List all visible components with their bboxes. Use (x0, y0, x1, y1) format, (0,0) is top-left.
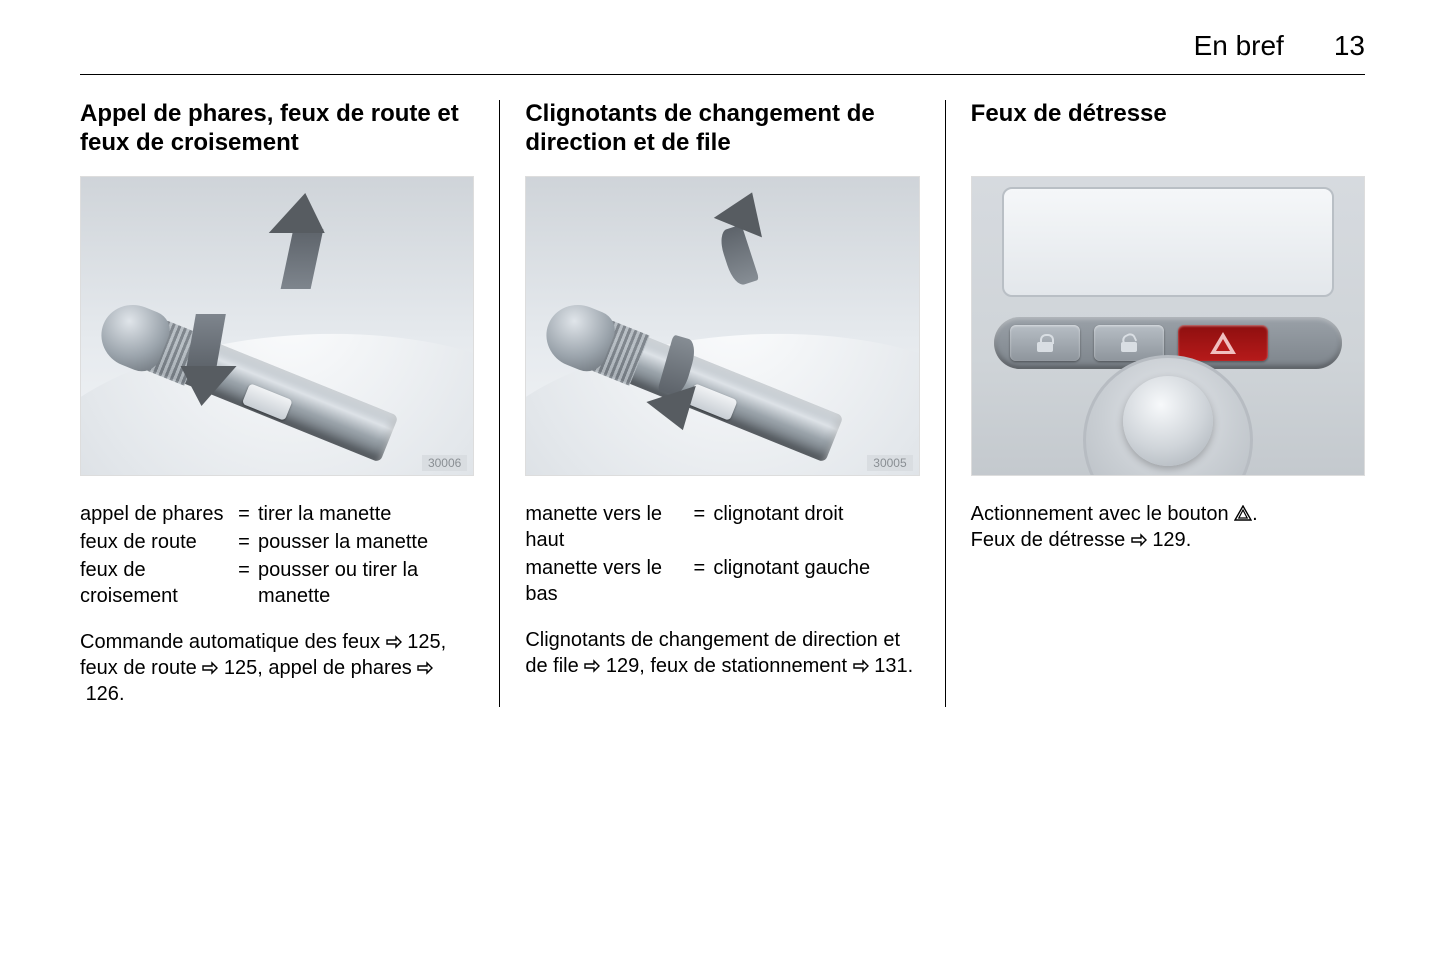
header-section: En bref (1194, 30, 1284, 62)
def-val: pousser ou tirer la manette (258, 557, 474, 609)
text: Commande automatique des feux (80, 631, 386, 653)
def-term: appel de phares (80, 501, 230, 527)
text: . (908, 655, 914, 677)
lock-open-icon (1121, 334, 1137, 352)
page-header: En bref 13 (80, 30, 1365, 75)
page-ref: 125 (224, 657, 257, 679)
page-ref: 131 (874, 655, 907, 677)
col2-crossrefs: Clignotants de changement de direc­tion … (525, 627, 919, 679)
text: , feux de station­nement (639, 655, 852, 677)
page-ref-icon (417, 661, 433, 675)
page-ref: 129 (1152, 529, 1185, 551)
def-row: manette vers le bas = clignotant gauche (525, 555, 919, 607)
page-ref-icon (202, 661, 218, 675)
figure-hazard-panel (971, 176, 1365, 476)
page-ref: 129 (606, 655, 639, 677)
hazard-triangle-icon (1234, 505, 1252, 521)
rotary-knob (1123, 376, 1213, 466)
def-val: tirer la manette (258, 501, 474, 527)
hazard-lights-button (1178, 325, 1268, 361)
hazard-panel-bg (972, 177, 1364, 475)
def-term: manette vers le haut (525, 501, 685, 553)
rotary-knob-well (1083, 355, 1253, 476)
page-ref-icon (584, 659, 600, 673)
def-eq: = (685, 501, 713, 553)
text: Actionnement avec le bouton (971, 503, 1235, 525)
figure-id: 30006 (422, 455, 467, 471)
page-ref-icon (1131, 533, 1147, 547)
column-headlights: Appel de phares, feux de route et feux d… (80, 100, 499, 707)
page-ref-icon (386, 635, 402, 649)
text: , appel de phares (257, 657, 417, 679)
col1-title: Appel de phares, feux de route et feux d… (80, 100, 474, 158)
col2-definitions: manette vers le haut = clignotant droit … (525, 501, 919, 607)
figure-headlight-stalk: 30006 (80, 176, 474, 476)
text: Feux de détresse (971, 529, 1131, 551)
def-term: feux de route (80, 529, 230, 555)
column-hazard-lights: Feux de détresse Actionnement a (945, 100, 1365, 707)
text: . (1252, 503, 1258, 525)
col3-text-line1: Actionnement avec le bouton . (971, 501, 1365, 527)
lock-closed-icon (1037, 334, 1053, 352)
def-row: feux de route = pousser la manette (80, 529, 474, 555)
page-ref: 126 (86, 683, 119, 705)
def-val: clignotant droit (713, 501, 919, 553)
col3-text-line2: Feux de détresse 129. (971, 527, 1365, 553)
col2-title: Clignotants de changement de direction e… (525, 100, 919, 158)
page-ref-icon (853, 659, 869, 673)
def-row: manette vers le haut = clignotant droit (525, 501, 919, 553)
page-ref: 125 (407, 631, 440, 653)
def-val: clignotant gauche (713, 555, 919, 607)
display-screen (1002, 187, 1334, 297)
col3-title: Feux de détresse (971, 100, 1365, 158)
figure-id: 30005 (867, 455, 912, 471)
figure-turn-signal-stalk: 30005 (525, 176, 919, 476)
def-eq: = (685, 555, 713, 607)
def-eq: = (230, 529, 258, 555)
def-term: feux de croisement (80, 557, 230, 609)
def-row: feux de croisement = pousser ou tirer la… (80, 557, 474, 609)
content-columns: Appel de phares, feux de route et feux d… (80, 100, 1365, 707)
def-term: manette vers le bas (525, 555, 685, 607)
def-row: appel de phares = tirer la manette (80, 501, 474, 527)
central-lock-button (1010, 325, 1080, 361)
column-turn-signals: Clignotants de changement de direction e… (499, 100, 944, 707)
def-val: pousser la manette (258, 529, 474, 555)
col1-crossrefs: Commande automatique des feux 125, feux … (80, 629, 474, 707)
def-eq: = (230, 501, 258, 527)
text: . (119, 683, 125, 705)
def-eq: = (230, 557, 258, 609)
header-page-number: 13 (1334, 30, 1365, 62)
text: . (1186, 529, 1192, 551)
hazard-triangle-icon (1210, 332, 1236, 354)
col1-definitions: appel de phares = tirer la manette feux … (80, 501, 474, 609)
